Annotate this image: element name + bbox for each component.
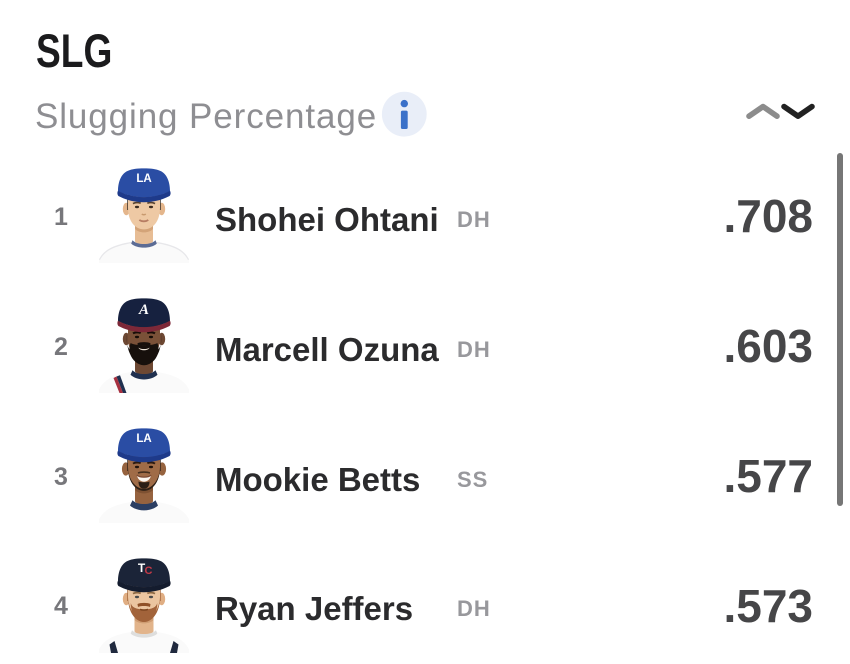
svg-text:A: A [138, 302, 149, 318]
svg-text:LA: LA [136, 433, 151, 445]
svg-text:LA: LA [136, 173, 151, 185]
svg-text:T: T [138, 561, 146, 575]
svg-text:C: C [145, 565, 153, 577]
